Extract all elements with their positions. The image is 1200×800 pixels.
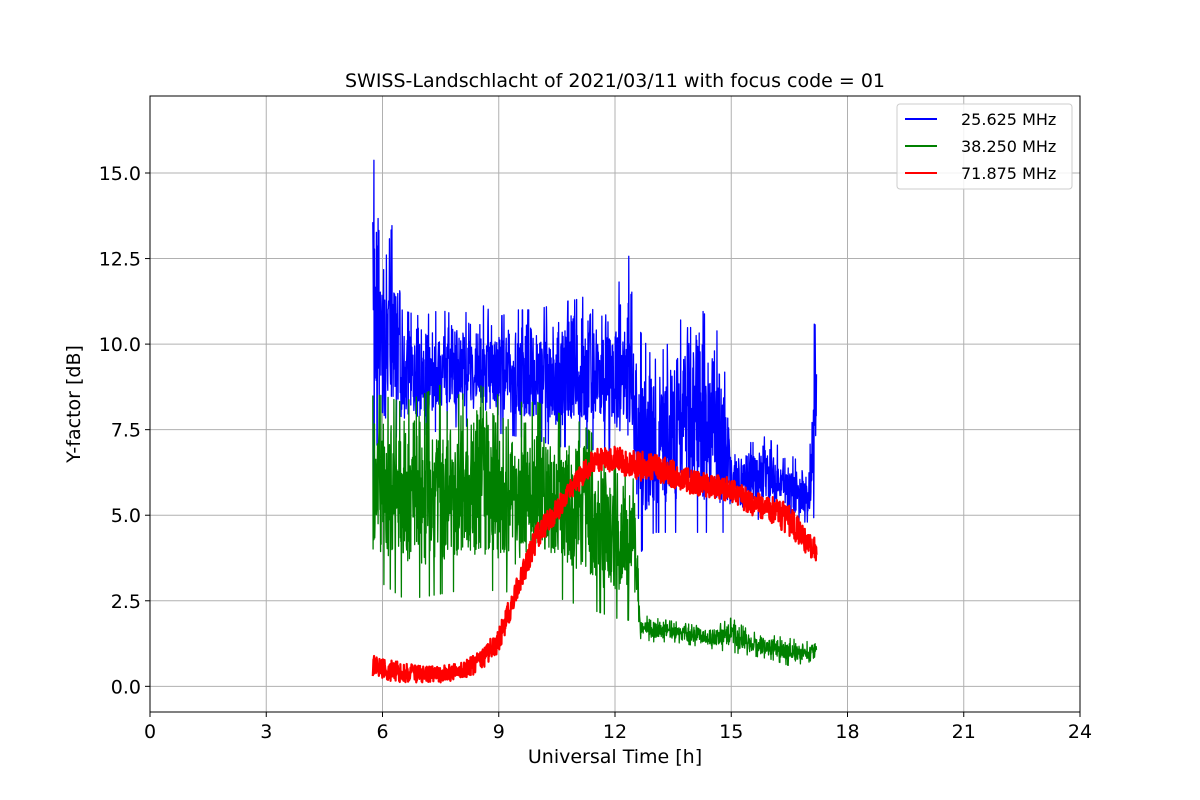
legend: 25.625 MHz 38.250 MHz 71.875 MHz: [896, 103, 1073, 190]
legend-label: 25.625 MHz: [961, 110, 1056, 129]
y-axis-label: Y-factor [dB]: [63, 345, 85, 464]
y-tick-label: 5.0: [111, 505, 141, 527]
series-line-3: [371, 445, 818, 684]
series-line-2: [372, 384, 818, 667]
x-tick-label: 3: [260, 721, 272, 743]
x-tick-label: 21: [952, 721, 976, 743]
x-tick-label: 6: [376, 721, 388, 743]
y-tick-label: 10.0: [99, 334, 141, 356]
y-tick-label: 15.0: [99, 163, 141, 185]
x-tick-label: 0: [144, 721, 156, 743]
ticks: 0 3 6 9 12 15 18 21 24 0.0 2.5 5.0 7.5 10.0 12.5 15.0: [99, 163, 1092, 743]
x-tick-label: 18: [835, 721, 859, 743]
legend-label: 71.875 MHz: [961, 164, 1056, 183]
x-tick-label: 24: [1068, 721, 1092, 743]
legend-label: 38.250 MHz: [961, 137, 1056, 156]
x-tick-label: 12: [603, 721, 627, 743]
plot-area: [371, 159, 818, 684]
y-tick-label: 2.5: [111, 591, 141, 613]
x-tick-label: 15: [719, 721, 743, 743]
y-tick-label: 7.5: [111, 420, 141, 442]
legend-frame: [896, 103, 1073, 190]
x-axis-label: Universal Time [h]: [528, 746, 702, 768]
y-tick-label: 12.5: [99, 249, 141, 271]
series-line-1: [372, 159, 818, 552]
x-tick-label: 9: [493, 721, 505, 743]
y-tick-label: 0.0: [111, 676, 141, 698]
chart-title: SWISS-Landschlacht of 2021/03/11 with fo…: [345, 70, 885, 92]
